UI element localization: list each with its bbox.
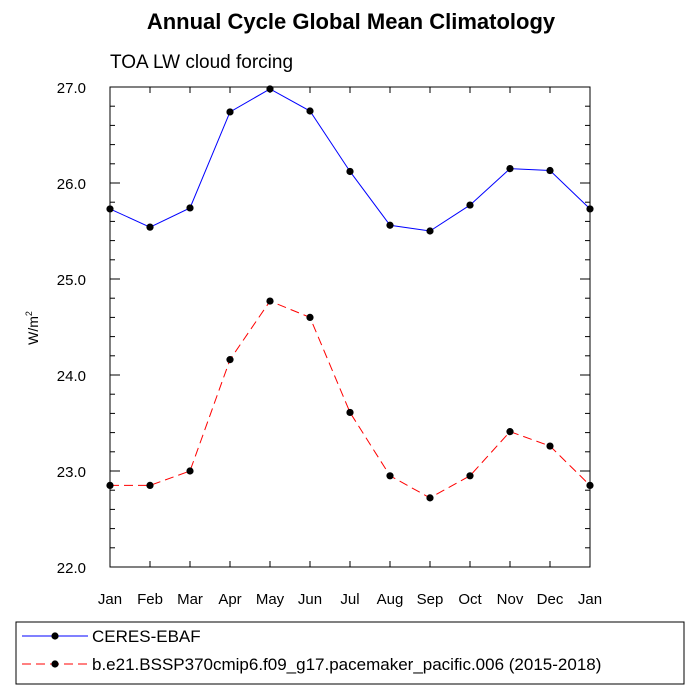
series-layer (106, 85, 594, 502)
series-0-point (186, 204, 194, 212)
x-tick-label: May (256, 591, 285, 608)
x-tick-label: Sep (417, 591, 444, 608)
y-axis-label-superscript: 2 (24, 311, 34, 316)
x-tick-label: Jan (98, 591, 122, 608)
series-1-point (346, 408, 354, 417)
series-0-point (546, 166, 554, 175)
x-tick-label: Jul (340, 591, 359, 608)
series-0-point (306, 107, 314, 115)
legend-marker-1 (51, 660, 59, 668)
series-1-point (186, 467, 194, 475)
legend: CERES-EBAF b.e21.BSSP370cmip6.f09_g17.pac… (15, 621, 685, 685)
chart-subtitle: TOA LW cloud forcing (110, 52, 293, 73)
series-1-point (146, 481, 154, 489)
series-line-1 (110, 300, 591, 499)
y-tick-label: 24.0 (57, 368, 86, 385)
x-tick-label: Aug (377, 591, 404, 608)
series-1-point (466, 472, 474, 480)
series-0-point (506, 165, 514, 173)
x-tick-label: Nov (497, 591, 524, 608)
series-1-point (306, 313, 314, 321)
x-tick-label: Dec (537, 591, 564, 608)
series-0-point (386, 221, 394, 229)
series-0-point (426, 227, 434, 235)
chart-title: Annual Cycle Global Mean Climatology (147, 9, 556, 34)
series-0-point (146, 223, 154, 231)
series-line-0 (109, 88, 591, 232)
legend-label-0: CERES-EBAF (92, 627, 201, 646)
series-0-point (266, 85, 274, 93)
legend-box (15, 621, 685, 685)
series-1-point (426, 494, 434, 502)
series-0-point (466, 201, 474, 209)
plot-frame (109, 86, 591, 568)
series-0-point (346, 167, 354, 176)
x-tick-label: Feb (137, 591, 163, 608)
series-1-point (226, 356, 234, 364)
svg-text:W/m2: W/m2 (24, 311, 41, 345)
y-axis-label-text: W/m (25, 316, 41, 345)
x-tick-label: Jan (578, 591, 602, 608)
y-tick-label: 26.0 (57, 176, 86, 193)
axis-ticks: Jan Feb Mar Apr May Jun Jul Aug Sep Oct Nov Dec Jan 2… (57, 80, 602, 608)
x-tick-label: Jun (298, 591, 322, 608)
series-1-point (546, 442, 554, 450)
series-1-point (266, 297, 274, 305)
x-tick-label: Apr (218, 591, 241, 608)
series-1-point (386, 472, 394, 480)
legend-marker-0 (51, 632, 59, 640)
y-axis-label: W/m2 (24, 311, 41, 345)
y-tick-label: 22.0 (57, 560, 86, 577)
y-tick-label: 25.0 (57, 272, 86, 289)
y-tick-label: 23.0 (57, 464, 86, 481)
series-1-point (506, 428, 514, 436)
x-tick-label: Mar (177, 591, 203, 608)
legend-label-1: b.e21.BSSP370cmip6.f09_g17.pacemaker_pac… (92, 655, 601, 674)
x-tick-label: Oct (458, 591, 482, 608)
y-tick-label: 27.0 (57, 80, 86, 97)
series-0-point (226, 108, 234, 116)
